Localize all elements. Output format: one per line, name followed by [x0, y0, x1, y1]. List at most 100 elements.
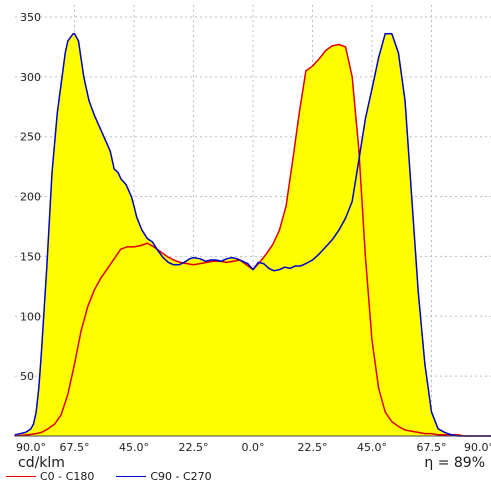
series-1-point-47	[231, 257, 233, 259]
series-1-point-20	[99, 126, 101, 128]
series-0-point-24	[179, 261, 181, 263]
series-1-point-53	[262, 263, 265, 265]
series-0-point-37	[265, 253, 267, 255]
series-1-point-83	[450, 434, 452, 436]
series-0-point-23	[173, 259, 175, 261]
series-1-point-82	[444, 431, 446, 434]
series-0-point-3	[40, 431, 43, 434]
series-0-point-13	[106, 267, 109, 269]
series-1-point-42	[204, 260, 206, 262]
series-1-point-41	[199, 258, 201, 260]
series-1-point-61	[305, 263, 307, 265]
series-1-point-4	[32, 423, 35, 425]
series-1-point-51	[252, 268, 254, 271]
series-1-point-11	[60, 82, 62, 84]
series-1-point-55	[273, 270, 275, 272]
series-0-point-50	[351, 76, 353, 78]
series-0-point-49	[344, 46, 347, 48]
series-0-point-40	[285, 205, 287, 207]
series-1-point-33	[157, 249, 159, 252]
y-tick-label-2: 150	[20, 250, 41, 263]
series-0-point-58	[404, 429, 406, 431]
x-tick-label-6: 45.0°	[357, 441, 387, 454]
x-tick-label-0: 90.0°	[16, 441, 46, 454]
series-1-point-78	[417, 291, 419, 293]
series-1-point-76	[404, 100, 406, 102]
series-1-point-43	[210, 259, 212, 261]
series-1-point-73	[384, 33, 386, 35]
x-tick-label-3: 22.5°	[179, 441, 209, 454]
series-1-point-32	[151, 241, 154, 243]
series-1-point-69	[358, 160, 360, 162]
legend-label-c90: C90 - C270	[150, 470, 212, 483]
series-fills	[15, 33, 491, 436]
series-1-point-66	[338, 229, 340, 231]
series-1-point-16	[77, 40, 80, 42]
series-0-point-54	[378, 387, 380, 389]
series-0-point-27	[199, 263, 201, 265]
series-0-point-29	[212, 260, 214, 262]
series-0-point-21	[159, 251, 162, 253]
series-0-point-12	[100, 277, 102, 279]
series-1-point-1	[19, 433, 21, 435]
efficiency-label: η = 89%	[424, 455, 485, 471]
series-0-point-64	[444, 434, 446, 436]
series-1-point-38	[183, 261, 185, 263]
series-1-point-70	[364, 118, 366, 120]
x-tick-label-2: 45.0°	[119, 441, 149, 454]
series-0-point-15	[120, 248, 122, 250]
series-1-point-3	[30, 428, 32, 430]
legend: C0 - C180 C90 - C270	[6, 470, 212, 483]
series-1-point-24	[117, 172, 119, 174]
series-0-point-17	[133, 246, 135, 248]
series-0-point-25	[186, 263, 188, 265]
legend-label-c0: C0 - C180	[40, 470, 95, 483]
series-0-point-66	[457, 434, 459, 436]
series-1-point-37	[178, 264, 180, 266]
y-tick-label-6: 350	[20, 11, 41, 24]
series-1-point-77	[411, 195, 413, 198]
series-lines	[14, 32, 491, 437]
series-0-point-62	[430, 433, 433, 435]
series-0-point-55	[384, 411, 386, 413]
series-0-point-20	[153, 246, 155, 248]
series-0-point-43	[305, 70, 307, 72]
series-1-point-81	[437, 428, 439, 430]
series-1-point-74	[391, 33, 393, 35]
series-1-point-80	[430, 411, 433, 413]
series-1-point-59	[294, 265, 296, 267]
series-0-point-4	[47, 428, 49, 430]
series-1-point-31	[146, 237, 148, 240]
series-0-point-39	[278, 229, 281, 231]
series-0-point-51	[358, 148, 360, 150]
legend-swatch-c0	[6, 476, 36, 477]
series-0-point-31	[225, 261, 228, 263]
y-tick-label-4: 250	[20, 131, 41, 144]
x-tick-label-8: 90.0°	[464, 441, 491, 454]
series-0-point-60	[417, 431, 419, 434]
series-0-point-53	[371, 339, 373, 341]
series-0-point-59	[411, 430, 413, 432]
series-1-point-72	[378, 57, 380, 59]
series-1-point-68	[351, 200, 353, 202]
series-1-point-60	[300, 265, 302, 267]
series-1-point-2	[24, 431, 27, 434]
series-0-point-57	[397, 425, 400, 428]
series-1-point-56	[278, 268, 281, 271]
y-tick-label-5: 300	[20, 71, 41, 84]
series-0-point-41	[292, 160, 294, 162]
y-tick-label-1: 100	[20, 310, 41, 323]
series-0-point-19	[146, 242, 148, 244]
series-0-point-34	[245, 264, 247, 266]
series-1-point-63	[318, 253, 320, 255]
series-0-point-42	[298, 112, 300, 114]
series-0-point-28	[206, 261, 208, 263]
series-1-point-19	[93, 114, 95, 116]
series-0-point-14	[113, 258, 115, 260]
series-1-point-62	[311, 259, 314, 261]
series-1-point-54	[268, 267, 270, 269]
series-0-point-63	[437, 434, 439, 436]
series-1-point-36	[173, 264, 175, 266]
series-1-point-7	[40, 351, 43, 353]
